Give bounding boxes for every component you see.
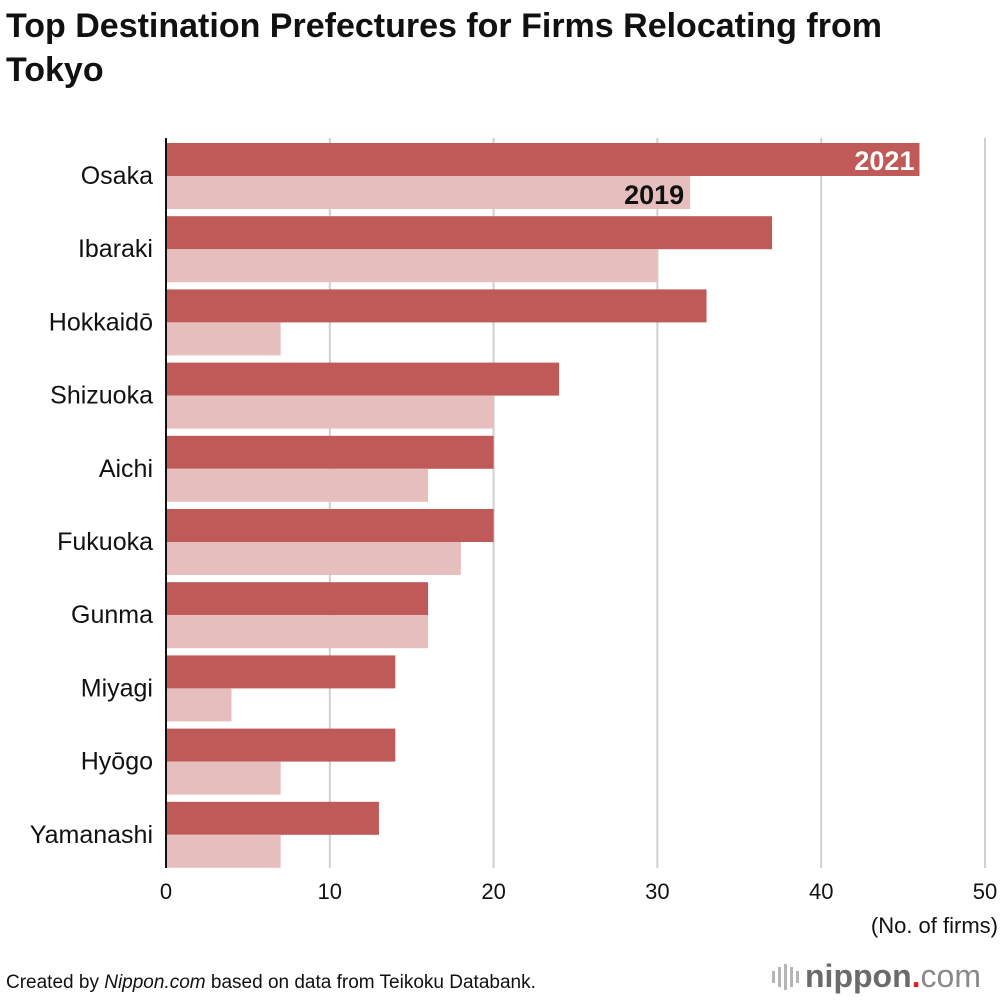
category-label: Hokkaidō — [49, 308, 153, 336]
bar-2021 — [166, 509, 494, 542]
x-tick-label: 10 — [318, 879, 342, 904]
bar-2019 — [166, 761, 281, 795]
bar-2019 — [166, 249, 658, 283]
bar-2019 — [166, 688, 232, 722]
logo-dot: . — [911, 958, 921, 994]
bar-2021 — [166, 582, 429, 616]
x-axis-label: (No. of firms) — [871, 913, 998, 938]
category-label: Miyagi — [81, 674, 153, 702]
category-label: Ibaraki — [78, 235, 153, 263]
category-label: Hyōgo — [81, 748, 153, 776]
logo-com: com — [920, 958, 981, 994]
logo-name: nippon — [805, 958, 912, 994]
logo-waves-icon — [772, 963, 799, 990]
legend-label-2021: 2021 — [854, 146, 914, 176]
category-label: Gunma — [71, 601, 153, 629]
x-tick-label: 40 — [809, 879, 833, 904]
legend-label-2019: 2019 — [624, 180, 684, 210]
x-tick-label: 20 — [481, 879, 505, 904]
x-tick-label: 30 — [645, 879, 669, 904]
category-label: Aichi — [99, 455, 153, 483]
bar-2019 — [166, 322, 281, 356]
category-label: Fukuoka — [57, 528, 153, 556]
bar-2019 — [166, 176, 691, 209]
bar-2021 — [166, 143, 920, 176]
bar-2021 — [166, 216, 773, 250]
category-label: Osaka — [81, 162, 153, 190]
bar-2019 — [166, 395, 494, 429]
bar-2021 — [166, 362, 560, 396]
bar-2019 — [166, 542, 461, 575]
bar-2019 — [166, 615, 429, 649]
bar-2021 — [166, 728, 396, 762]
category-label: Yamanashi — [30, 821, 153, 849]
bar-2021 — [166, 289, 707, 323]
x-tick-label: 50 — [973, 879, 997, 904]
x-tick-label: 0 — [160, 879, 172, 904]
source-brand: Nippon.com — [104, 972, 206, 993]
bar-2021 — [166, 801, 379, 835]
bar-2019 — [166, 834, 281, 868]
source-suffix: based on data from Teikoku Databank. — [205, 972, 536, 993]
chart-title: Top Destination Prefectures for Firms Re… — [6, 7, 882, 89]
nippon-logo: nippon.com — [772, 958, 981, 995]
source-prefix: Created by — [6, 972, 105, 993]
source-note: Created by Nippon.com based on data from… — [6, 972, 536, 994]
category-label: Shizuoka — [50, 382, 153, 410]
bar-2019 — [166, 468, 429, 502]
bar-2021 — [166, 655, 396, 689]
bar-2021 — [166, 435, 494, 469]
